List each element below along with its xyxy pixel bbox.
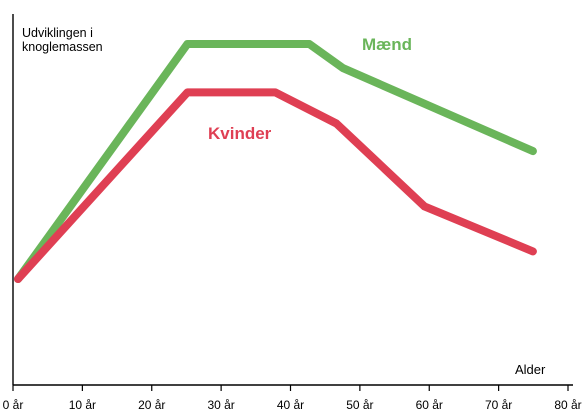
x-tick-label: 30 år xyxy=(207,398,234,412)
chart-title-line-1: Udviklingen i xyxy=(22,26,93,40)
x-tick-label: 60 år xyxy=(416,398,443,412)
x-tick-label: 10 år xyxy=(69,398,96,412)
x-tick-label: 80 år xyxy=(554,398,581,412)
x-tick-label: 0 år xyxy=(3,398,24,412)
x-tick-label: 50 år xyxy=(346,398,373,412)
series-label-maend: Mænd xyxy=(362,35,412,54)
x-axis-label: Alder xyxy=(515,362,546,377)
series-line-0 xyxy=(14,40,537,283)
x-tick-label: 20 år xyxy=(138,398,165,412)
x-tick-label: 70 år xyxy=(485,398,512,412)
series-line-1 xyxy=(14,88,537,283)
series-label-kvinder: Kvinder xyxy=(208,124,272,143)
x-ticks: 0 år 10 år 20 år 30 år 40 år 50 år 60 år 70 år 8… xyxy=(3,385,582,412)
x-tick-label: 40 år xyxy=(277,398,304,412)
chart-title-line-2: knoglemassen xyxy=(22,40,103,54)
plot-lines xyxy=(14,40,537,283)
